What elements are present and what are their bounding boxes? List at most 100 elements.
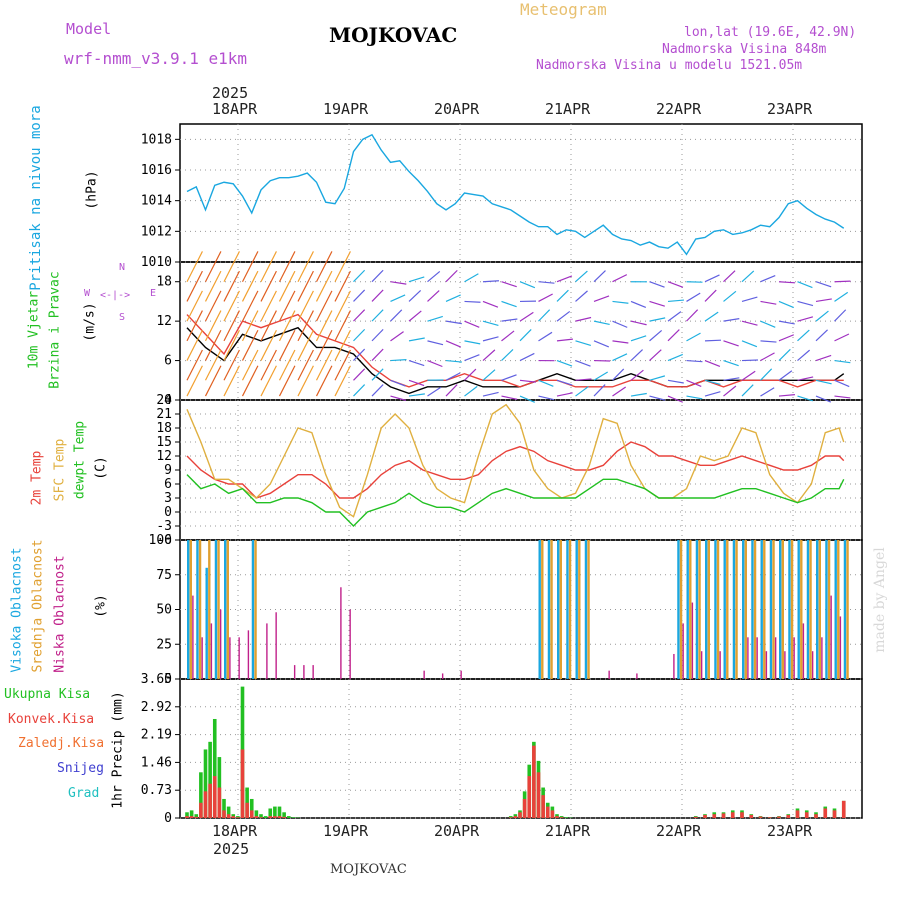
- precip-bar: [555, 816, 559, 818]
- cloud-bar: [636, 673, 638, 679]
- precip-bar: [189, 810, 194, 818]
- wind-arrow: [186, 349, 203, 381]
- cloud-label-mid: Srednja Oblacnost: [30, 539, 46, 673]
- panel-frames: [179, 123, 863, 819]
- wind-arrow: [390, 294, 406, 302]
- wind-arrow: [815, 379, 832, 385]
- wind-arrow: [371, 328, 384, 342]
- wind-arrow: [408, 360, 425, 367]
- cloud-bar: [760, 540, 763, 679]
- wind-arrow: [815, 281, 832, 288]
- cloud-bar: [312, 665, 314, 679]
- wind-arrow: [649, 329, 663, 342]
- precip-bar: [240, 749, 245, 818]
- wind-arrow: [186, 290, 203, 322]
- bottom-date-label: 20APR: [434, 822, 480, 840]
- wind-arrow: [556, 392, 573, 397]
- wind-arrow: [834, 379, 850, 388]
- wind-arrow: [797, 376, 814, 381]
- wind-arrow: [649, 317, 666, 322]
- wind-arrow: [427, 340, 444, 346]
- cloud-bar: [816, 540, 819, 679]
- cloud-bar: [575, 540, 578, 679]
- precip-bar: [277, 806, 282, 818]
- wind-arrow: [723, 385, 737, 397]
- wind-arrow: [556, 310, 571, 322]
- bottom-date-label: 23APR: [767, 822, 813, 840]
- wind-arrow: [501, 330, 515, 342]
- precip-bar: [189, 816, 194, 818]
- precip-bar: [282, 816, 286, 818]
- wind-arrow: [630, 369, 644, 381]
- precip-bar: [541, 795, 545, 818]
- wind-arrow: [519, 329, 532, 342]
- wind-arrow: [667, 353, 683, 362]
- wind-arrow: [464, 320, 480, 328]
- precip-bar: [236, 816, 240, 818]
- cloud-bar: [735, 540, 738, 679]
- wind-arrow: [464, 300, 481, 303]
- wind-arrow: [667, 281, 684, 288]
- temp-unit: (C): [93, 456, 109, 480]
- wind-arrow: [408, 290, 422, 302]
- wind-arrow: [390, 331, 404, 342]
- bottom-year-label: 2025: [213, 840, 250, 858]
- precip-bar: [245, 787, 249, 818]
- wind-arrow: [778, 320, 795, 325]
- precip-bar: [231, 816, 236, 818]
- wind-arrow: [223, 329, 240, 361]
- wind-arrow: [371, 289, 384, 302]
- y-tick-label: 1010: [141, 255, 172, 270]
- wind-arrow: [686, 332, 701, 342]
- precip-bar: [249, 798, 254, 818]
- cloud-bar: [340, 587, 342, 679]
- wind-arrow: [241, 349, 259, 381]
- wind-arrow: [519, 379, 536, 383]
- wind-arrow: [834, 395, 851, 399]
- cloud-bar: [723, 540, 726, 679]
- wind-arrow: [834, 359, 851, 364]
- wind-arrow: [797, 316, 814, 322]
- y-tick-label: 0.73: [141, 783, 172, 798]
- wind-unit: (m/s): [82, 302, 98, 342]
- wind-arrow: [445, 320, 462, 325]
- wind-arrow: [297, 329, 314, 361]
- cloud-bar: [293, 665, 296, 679]
- precip-legend-snow: Snijeg: [57, 761, 104, 776]
- precip-bar: [758, 816, 763, 818]
- y-tick-label: 0: [164, 811, 172, 826]
- wind-arrow: [630, 349, 643, 362]
- y-tick-label: -6: [156, 533, 172, 548]
- cloud-unit: (%): [93, 594, 109, 618]
- wind-arrow: [593, 320, 610, 326]
- y-tick-label: 1018: [141, 132, 172, 147]
- compass-south: S: [119, 312, 126, 323]
- cloud-bar: [827, 540, 831, 679]
- y-tick-label: 1.46: [141, 755, 172, 770]
- cloud-bar: [441, 673, 444, 679]
- cloud-bar: [689, 540, 692, 679]
- cloud-bar: [587, 540, 590, 679]
- wind-arrow: [519, 311, 534, 322]
- wind-arrow: [482, 349, 496, 362]
- bottom-date-label: 21APR: [545, 822, 591, 840]
- wind-arrow: [667, 299, 684, 303]
- wind-arrow: [241, 251, 259, 282]
- wind-arrow: [241, 310, 259, 342]
- wind-arrow: [575, 340, 592, 346]
- precip-bar: [749, 814, 754, 818]
- cloud-bar: [765, 651, 768, 679]
- cloud-bar: [201, 637, 203, 679]
- precip-bar: [268, 816, 273, 818]
- top-date-label: 20APR: [434, 100, 480, 118]
- wind-arrow: [297, 290, 314, 322]
- precip-bar: [254, 816, 259, 818]
- precip-bar: [199, 772, 203, 818]
- wind-arrow: [315, 310, 333, 342]
- wind-arrow: [334, 251, 351, 282]
- precip-bar: [203, 749, 208, 818]
- wind-arrow: [575, 316, 592, 322]
- wind-arrow: [501, 281, 517, 288]
- wind-arrow: [482, 369, 496, 381]
